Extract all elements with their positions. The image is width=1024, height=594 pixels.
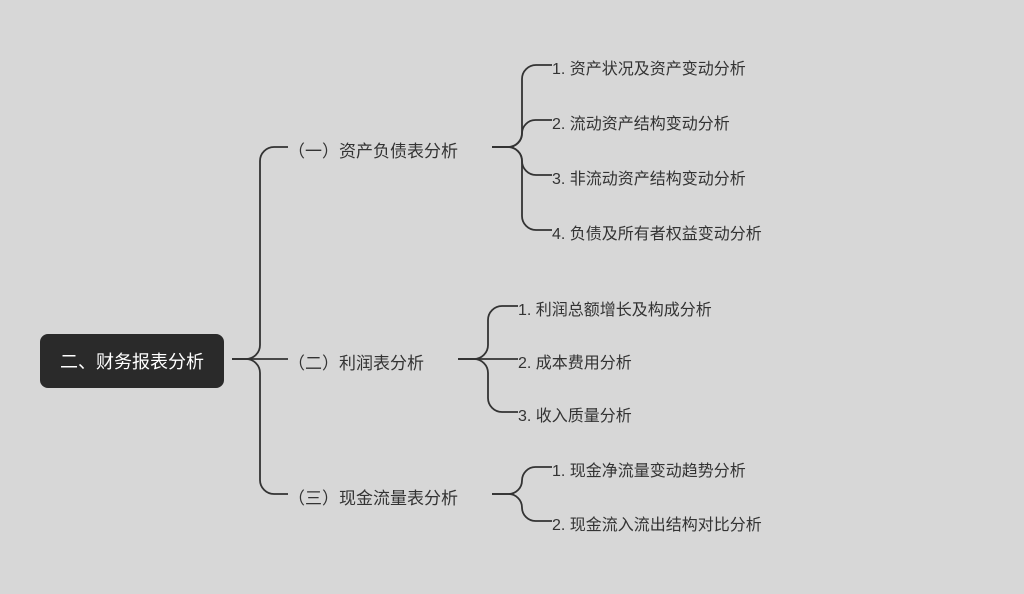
leaf-node: 1. 资产状况及资产变动分析: [552, 55, 746, 79]
connector-layer: [0, 0, 1024, 594]
root-node: 二、财务报表分析: [40, 334, 224, 388]
root-label: 二、财务报表分析: [60, 352, 204, 372]
leaf-label: 4. 负债及所有者权益变动分析: [552, 226, 762, 243]
leaf-node: 3. 非流动资产结构变动分析: [552, 165, 746, 189]
leaf-label: 1. 现金净流量变动趋势分析: [552, 463, 746, 480]
leaf-node: 3. 收入质量分析: [518, 402, 632, 426]
leaf-label: 1. 利润总额增长及构成分析: [518, 302, 712, 319]
branch-label: （三）现金流量表分析: [288, 489, 458, 508]
leaf-label: 2. 成本费用分析: [518, 355, 632, 372]
branch-label: （一）资产负债表分析: [288, 142, 458, 161]
leaf-label: 3. 收入质量分析: [518, 408, 632, 425]
branch-node: （三）现金流量表分析: [288, 484, 458, 509]
leaf-node: 1. 现金净流量变动趋势分析: [552, 457, 746, 481]
branch-label: （二）利润表分析: [288, 354, 424, 373]
branch-node: （二）利润表分析: [288, 349, 424, 374]
leaf-label: 2. 流动资产结构变动分析: [552, 116, 730, 133]
leaf-node: 2. 流动资产结构变动分析: [552, 110, 730, 134]
leaf-label: 2. 现金流入流出结构对比分析: [552, 517, 762, 534]
leaf-node: 2. 成本费用分析: [518, 349, 632, 373]
leaf-node: 1. 利润总额增长及构成分析: [518, 296, 712, 320]
branch-node: （一）资产负债表分析: [288, 137, 458, 162]
leaf-node: 2. 现金流入流出结构对比分析: [552, 511, 762, 535]
leaf-node: 4. 负债及所有者权益变动分析: [552, 220, 762, 244]
leaf-label: 3. 非流动资产结构变动分析: [552, 171, 746, 188]
leaf-label: 1. 资产状况及资产变动分析: [552, 61, 746, 78]
